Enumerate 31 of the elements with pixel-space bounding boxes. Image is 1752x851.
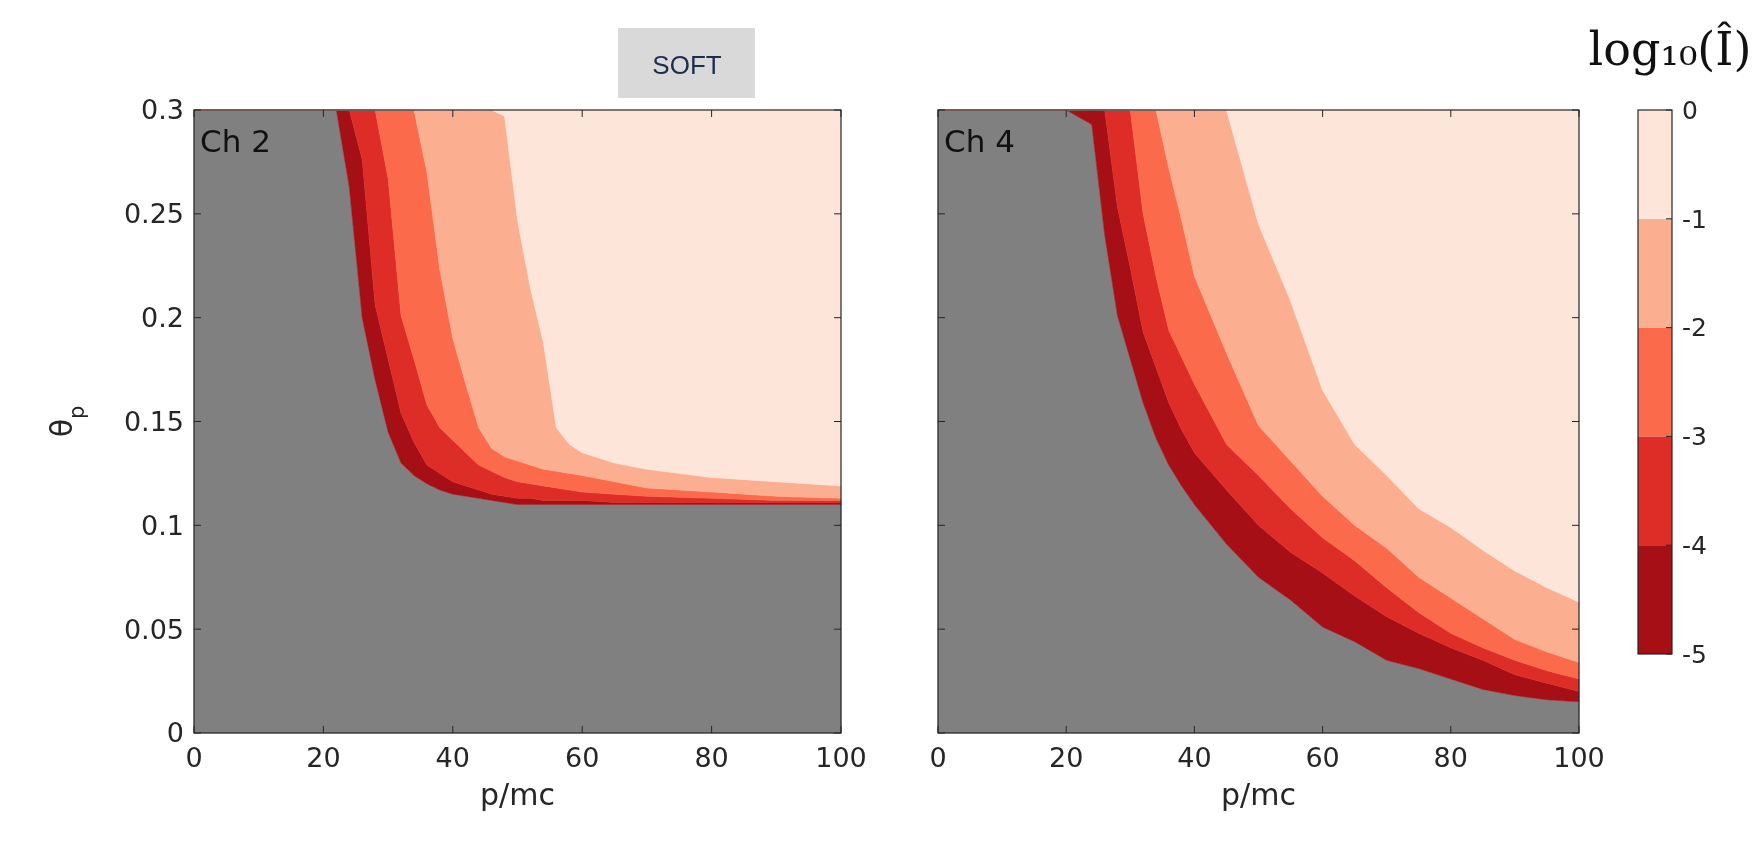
x-tick-label: 80	[1433, 742, 1468, 773]
x-tick-label: 0	[185, 742, 203, 773]
y-tick-label: 0.2	[141, 302, 184, 334]
color-bar-label: -3	[1682, 422, 1707, 452]
y-tick-label: 0.3	[141, 94, 184, 126]
chart-title: SOFT	[652, 50, 722, 80]
x-tick-label: 100	[815, 742, 867, 773]
x-tick-label: 20	[306, 742, 341, 773]
annotation: Ch 2	[200, 123, 271, 159]
y-tick-label: 0.15	[123, 405, 184, 437]
x-tick-label: 60	[565, 742, 600, 773]
x-tick-label: 40	[1177, 742, 1212, 773]
color-bar-label: -1	[1682, 204, 1707, 234]
color-bar-label: -4	[1682, 530, 1707, 560]
x-tick-label: 100	[1553, 742, 1605, 773]
x-tick-label: 40	[435, 742, 470, 773]
y-tick-label: 0	[166, 717, 184, 749]
color-bar-label: -2	[1682, 313, 1707, 343]
y-tick-label: 0.05	[123, 613, 184, 645]
color-bar-title: log₁₀(Î)	[1588, 21, 1752, 76]
color-bar-label: -5	[1682, 639, 1707, 669]
x-axis-title: p/mc	[1221, 777, 1296, 812]
x-axis-title: p/mc	[480, 777, 555, 812]
x-tick-label: 80	[694, 742, 729, 773]
x-tick-label: 20	[1049, 742, 1084, 773]
x-tick-label: 0	[929, 742, 947, 773]
y-tick-label: 0.25	[123, 198, 184, 230]
annotation: Ch 4	[944, 123, 1015, 159]
x-tick-label: 60	[1305, 742, 1340, 773]
y-tick-label: 0.1	[141, 509, 184, 541]
color-bar-label: 0	[1682, 95, 1698, 125]
